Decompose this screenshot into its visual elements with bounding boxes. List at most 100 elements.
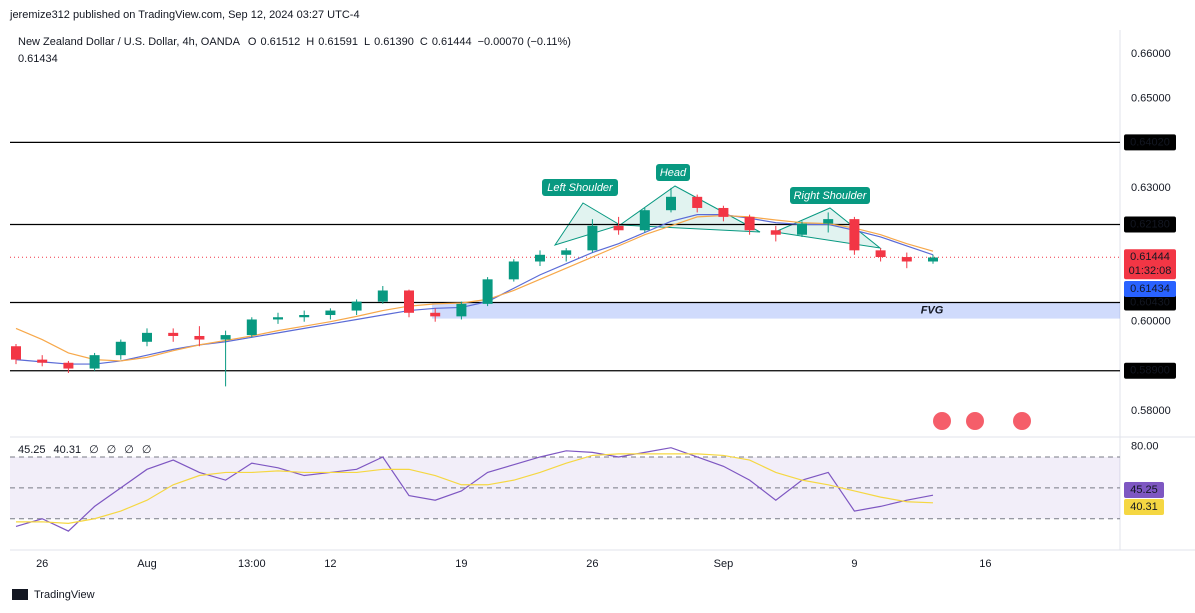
candle-body — [404, 290, 414, 313]
rsi-line — [16, 453, 934, 524]
x-tick-label: 9 — [851, 558, 857, 570]
candle-body — [718, 207, 729, 217]
rsi-value-box — [1124, 482, 1164, 498]
candle-body — [430, 312, 441, 317]
rsi-legend-symbol: ∅ — [107, 444, 117, 456]
candle-body — [456, 303, 467, 317]
candle-body — [377, 290, 388, 302]
candle-body — [168, 332, 179, 336]
level-label: 0.64020 — [1130, 136, 1170, 148]
y-tick-label: 0.65000 — [1131, 93, 1171, 105]
y-tick-label: 0.63000 — [1131, 182, 1171, 194]
candle-body — [220, 335, 231, 340]
ohlc-value: 0.61444 — [432, 36, 472, 48]
rsi-legend-value: 40.31 — [54, 444, 82, 456]
candle-body — [770, 230, 781, 235]
candle-body — [273, 317, 283, 320]
rsi-value-label: 40.31 — [1130, 501, 1158, 513]
candle-body — [797, 223, 807, 235]
ohlc-name: C — [420, 36, 428, 48]
ohlc-name: O — [248, 36, 257, 48]
candle-body — [587, 225, 598, 251]
brand: TradingView — [34, 589, 95, 601]
annotation: Head — [660, 167, 687, 179]
level-label: 0.58900 — [1130, 365, 1170, 377]
ohlc-name: L — [364, 36, 370, 48]
last-price-label: 0.61444 — [1130, 251, 1170, 263]
y-tick-label: 0.58000 — [1131, 405, 1171, 417]
rsi-value-box — [1124, 499, 1164, 515]
candle-body — [666, 196, 676, 211]
level-box — [1124, 216, 1176, 233]
ohlc-name: H — [306, 36, 314, 48]
rsi-legend-symbol: ∅ — [142, 444, 152, 456]
candle-body — [325, 310, 336, 316]
candle-body — [194, 335, 205, 340]
annotation: Left Shoulder — [547, 182, 614, 194]
label-box — [656, 164, 690, 181]
moving-average — [15, 214, 934, 365]
indicator-box — [1124, 281, 1176, 297]
candle-body — [482, 279, 493, 304]
ohlc-value: 0.61390 — [374, 36, 414, 48]
candle-body — [299, 315, 310, 318]
candle-body — [639, 210, 650, 231]
x-tick-label: 26 — [586, 558, 598, 570]
publisher: jeremize312 published on TradingView.com… — [9, 9, 360, 21]
rsi-legend-symbol: ∅ — [124, 444, 134, 456]
label-box — [790, 187, 870, 204]
level-label: 0.60430 — [1130, 296, 1170, 308]
y-tick-label: 0.66000 — [1131, 48, 1171, 60]
last-price-box — [1124, 249, 1176, 280]
ohlc-value: 0.61591 — [318, 36, 358, 48]
event-icon — [966, 412, 984, 430]
candle-body — [744, 216, 755, 231]
event-icon — [1013, 412, 1031, 430]
x-tick-label: 26 — [36, 558, 48, 570]
candle-body — [561, 250, 572, 255]
candle-body — [508, 261, 519, 280]
candle-body — [142, 332, 152, 342]
x-tick-label: 12 — [324, 558, 336, 570]
indicator-label: 0.61434 — [1130, 283, 1170, 295]
candle-body — [875, 250, 886, 258]
candle-body — [246, 319, 257, 336]
candle-body — [692, 196, 703, 208]
label-box — [542, 179, 618, 196]
countdown: 01:32:08 — [1129, 265, 1172, 277]
rsi-legend-value: 45.25 — [18, 444, 46, 456]
candle-body — [928, 257, 938, 262]
candle-body — [823, 219, 834, 224]
annotation: Right Shoulder — [794, 190, 868, 202]
candle-body — [613, 225, 624, 231]
event-icons — [933, 412, 1031, 430]
rsi-legend-symbol: ∅ — [89, 444, 99, 456]
fvg-label: FVG — [921, 304, 944, 316]
candle-body — [63, 362, 74, 369]
rsi-line — [15, 447, 934, 532]
x-tick-label: 16 — [979, 558, 991, 570]
level-label: 0.62180 — [1130, 218, 1170, 230]
candle-body — [351, 301, 362, 311]
level-box — [1124, 294, 1176, 311]
change: −0.00070 (−0.11%) — [478, 36, 571, 48]
candle-body — [37, 359, 48, 363]
candle-body — [11, 346, 21, 360]
indicator-value: 0.61434 — [18, 53, 58, 65]
moving-average — [15, 214, 934, 362]
event-icon — [933, 412, 951, 430]
level-box — [1124, 362, 1176, 379]
candle-body — [849, 219, 860, 251]
symbol-title: New Zealand Dollar / U.S. Dollar, 4h, OA… — [18, 36, 241, 48]
head-shape — [618, 185, 761, 233]
y-tick-label: 0.60000 — [1131, 316, 1171, 328]
candle-body — [535, 254, 545, 262]
x-tick-label: Sep — [714, 558, 734, 570]
x-tick-label: 19 — [455, 558, 467, 570]
x-tick-label: Aug — [137, 558, 157, 570]
x-tick-label: 13:00 — [238, 558, 266, 570]
ohlc-value: 0.61512 — [260, 36, 300, 48]
fvg-zone — [432, 302, 1120, 319]
